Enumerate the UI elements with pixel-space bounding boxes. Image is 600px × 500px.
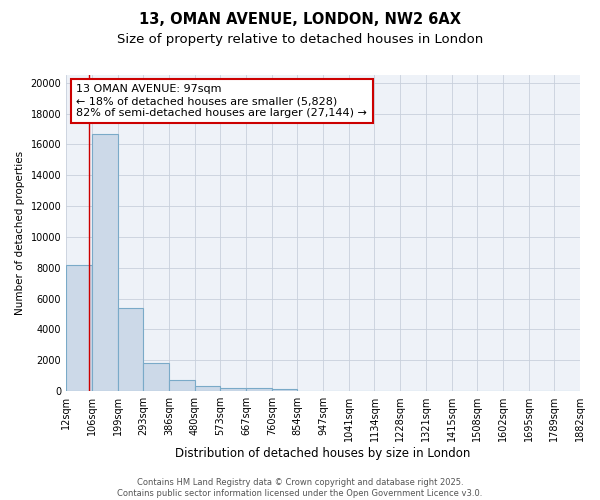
X-axis label: Distribution of detached houses by size in London: Distribution of detached houses by size … xyxy=(175,447,471,460)
Bar xyxy=(246,388,272,391)
Bar xyxy=(66,264,92,391)
Bar xyxy=(220,388,246,391)
Text: 13 OMAN AVENUE: 97sqm
← 18% of detached houses are smaller (5,828)
82% of semi-d: 13 OMAN AVENUE: 97sqm ← 18% of detached … xyxy=(76,84,367,117)
Y-axis label: Number of detached properties: Number of detached properties xyxy=(15,151,25,315)
Bar xyxy=(272,389,298,391)
Text: 13, OMAN AVENUE, LONDON, NW2 6AX: 13, OMAN AVENUE, LONDON, NW2 6AX xyxy=(139,12,461,28)
Bar xyxy=(92,134,118,391)
Text: Size of property relative to detached houses in London: Size of property relative to detached ho… xyxy=(117,32,483,46)
Bar xyxy=(169,380,194,391)
Text: Contains HM Land Registry data © Crown copyright and database right 2025.
Contai: Contains HM Land Registry data © Crown c… xyxy=(118,478,482,498)
Bar xyxy=(194,386,220,391)
Bar xyxy=(118,308,143,391)
Bar xyxy=(143,362,169,391)
